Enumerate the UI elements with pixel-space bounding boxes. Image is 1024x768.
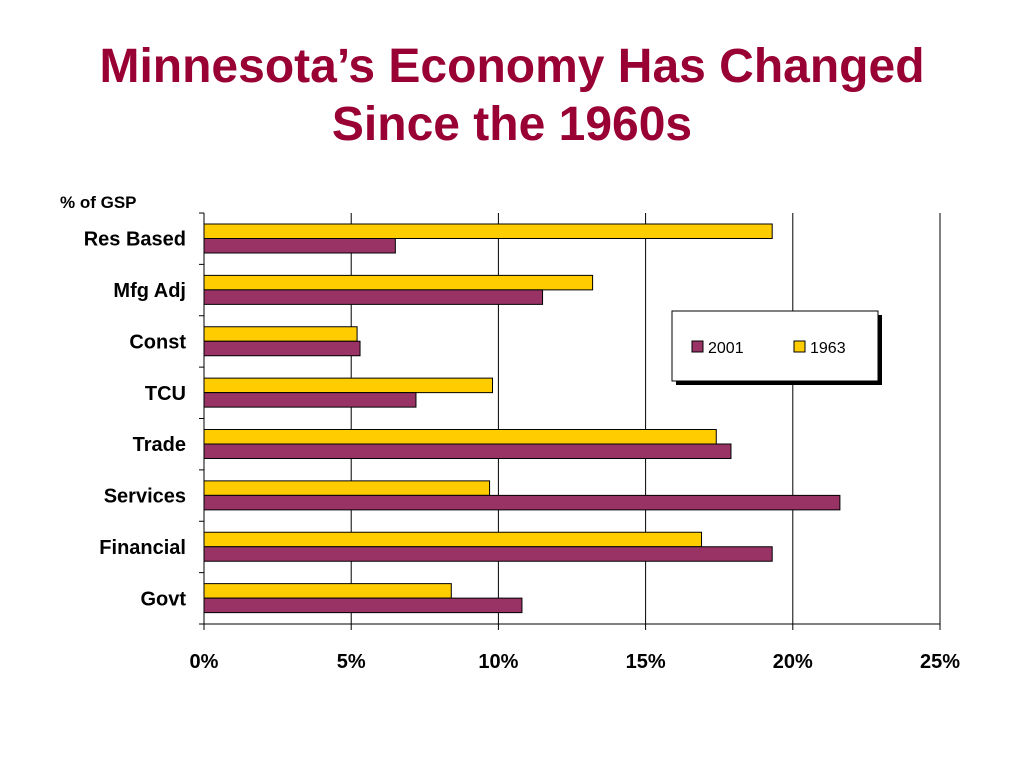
axis-title: % of GSP [60,193,137,212]
bar-1963-7 [203,583,452,599]
category-label: Financial [99,537,186,559]
legend-label-1963: 1963 [810,340,846,357]
bar-2001-4 [203,443,732,459]
legend [671,310,879,382]
legend-label-2001: 2001 [708,340,744,357]
x-tick-label: 25% [920,651,960,673]
category-label: Res Based [84,229,186,251]
bar-1963-0 [203,223,773,239]
bar-2001-2 [203,340,361,357]
bar-2001-3 [203,392,417,408]
category-label: Services [104,486,186,508]
bar-2001-1 [203,289,544,305]
slide-title-line-2: Since the 1960s [331,98,693,151]
plot-area [204,213,940,624]
x-tick-label: 15% [626,651,666,673]
x-tick-label: 10% [478,651,518,673]
bar-1963-6 [203,531,703,548]
bar-2001-6 [203,546,773,562]
bar-2001-0 [203,238,396,254]
bar-1963-4 [203,429,717,445]
x-tick-label: 5% [337,651,366,673]
bar-1963-3 [203,377,494,394]
category-label: Trade [133,434,186,456]
bar-1963-2 [203,326,358,342]
slide-title-line-1: Minnesota’s Economy Has Changed [99,40,925,93]
bar-1963-5 [203,480,491,496]
x-tick-label: 20% [773,651,813,673]
category-label: Mfg Adj [113,280,186,302]
category-label: Const [129,331,186,353]
x-tick-label: 0% [190,651,219,673]
category-label: TCU [145,383,186,405]
legend-swatch-1963 [793,340,806,353]
bar-2001-5 [203,494,841,511]
legend-swatch-2001 [691,340,704,353]
bar-1963-1 [203,274,594,291]
bar-2001-7 [203,597,523,614]
slide-title: Minnesota’s Economy Has Changed Since th… [0,38,1024,154]
category-label: Govt [140,588,186,610]
